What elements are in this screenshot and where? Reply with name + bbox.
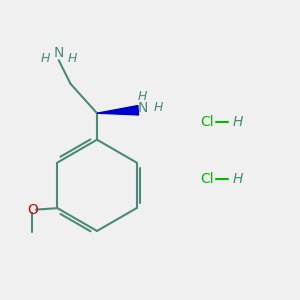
Text: O: O — [27, 202, 38, 217]
Text: H: H — [154, 101, 164, 114]
Text: H: H — [232, 172, 243, 186]
Text: Cl: Cl — [200, 115, 214, 129]
Text: N: N — [53, 46, 64, 60]
Text: H: H — [232, 115, 243, 129]
Text: H: H — [41, 52, 50, 65]
Text: Cl: Cl — [200, 172, 214, 186]
Text: H: H — [67, 52, 77, 65]
Polygon shape — [97, 106, 139, 115]
Text: N: N — [137, 101, 148, 115]
Text: H: H — [138, 90, 147, 103]
